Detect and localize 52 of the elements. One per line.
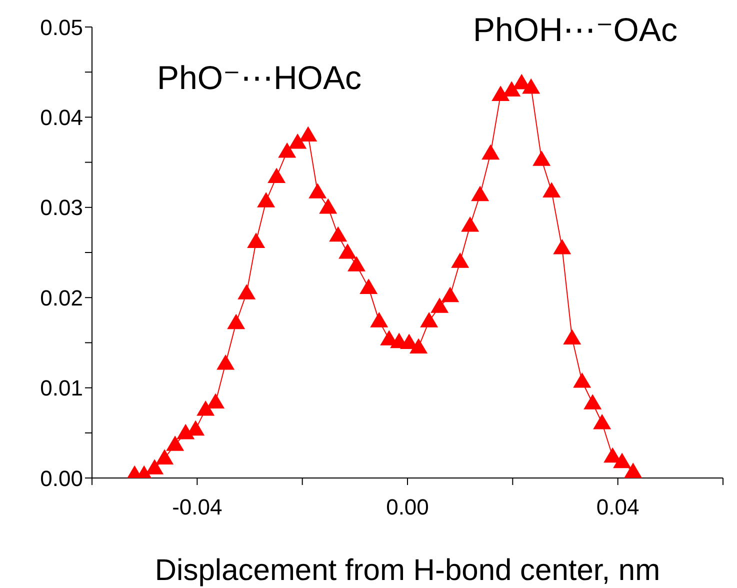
point	[471, 186, 490, 202]
point	[542, 182, 561, 198]
point	[227, 314, 246, 330]
point	[553, 238, 572, 254]
point	[247, 232, 266, 248]
y-tick-label: 0.05	[40, 14, 83, 40]
y-tick-label: 0.00	[40, 466, 83, 491]
point	[461, 216, 480, 232]
x-axis-title: Displacement from H-bond center, nm	[154, 554, 660, 587]
point	[584, 394, 602, 410]
point	[278, 142, 296, 158]
point	[146, 459, 164, 474]
point	[257, 192, 276, 208]
y-tick-label: 0.04	[40, 105, 83, 130]
x-tick-label: 0.00	[386, 494, 429, 520]
annotation: PhO⁻⋯HOAc	[157, 58, 362, 97]
point	[441, 286, 460, 302]
point	[268, 168, 286, 184]
point	[532, 150, 551, 166]
point	[430, 298, 449, 313]
x-tick-label: 0.04	[596, 494, 640, 520]
point	[420, 312, 438, 328]
point	[593, 414, 612, 430]
point	[492, 86, 510, 101]
point	[613, 452, 632, 468]
point	[156, 449, 174, 464]
point	[482, 144, 500, 160]
point	[370, 312, 388, 328]
point	[624, 462, 642, 478]
point	[166, 436, 184, 451]
point	[573, 372, 592, 388]
point	[360, 278, 378, 294]
point	[329, 226, 348, 242]
point	[288, 133, 307, 149]
point	[563, 329, 582, 344]
point	[338, 244, 357, 259]
point	[451, 252, 470, 268]
point	[206, 393, 225, 409]
point	[522, 78, 540, 94]
point	[347, 256, 366, 272]
y-tick-label: 0.02	[40, 285, 83, 310]
point	[299, 126, 318, 142]
x-tick-label: -0.04	[172, 494, 222, 520]
point	[410, 338, 428, 354]
y-tick-label: 0.01	[40, 376, 83, 401]
point	[216, 354, 235, 370]
point	[308, 183, 327, 198]
point	[196, 400, 215, 416]
annotation: PhOH⋯⁻OAc	[473, 10, 678, 49]
point	[319, 198, 338, 214]
point	[238, 284, 256, 300]
y-tick-label: 0.03	[40, 195, 83, 220]
